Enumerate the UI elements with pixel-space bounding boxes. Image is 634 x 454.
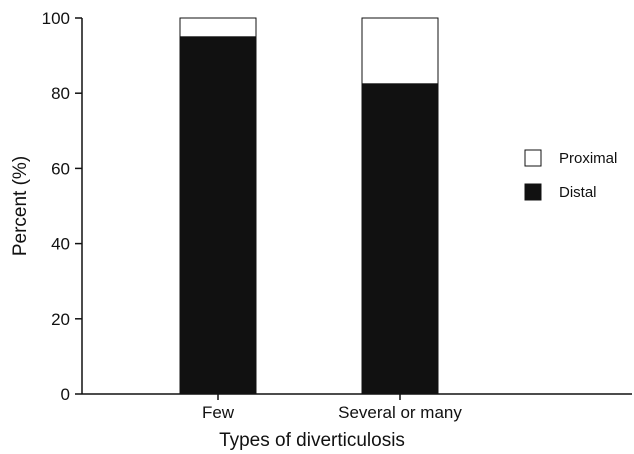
y-tick-label: 60 [51,159,70,178]
x-axis-title: Types of diverticulosis [219,430,405,451]
bar-distal-segment [179,36,257,395]
y-tick-label: 0 [61,385,70,404]
legend-swatch-distal [524,183,542,201]
legend-label-proximal: Proximal [559,150,617,167]
bar-proximal-segment [179,17,257,38]
y-axis-title: Percent (%) [10,156,31,256]
y-tick-label: 40 [51,235,70,254]
legend: Proximal Distal [524,149,617,201]
bar-proximal-segment [361,17,439,85]
y-ticks: 0 20 40 60 80 100 [42,9,82,404]
y-tick-label: 80 [51,84,70,103]
legend-swatch-proximal [524,149,542,167]
bar-distal-segment [361,83,439,395]
bars [179,17,439,395]
y-tick-label: 20 [51,310,70,329]
x-tick-label: Several or many [338,403,462,422]
y-tick-label: 100 [42,9,70,28]
axes [81,18,632,395]
x-tick-labels: Few Several or many [202,394,462,422]
legend-label-distal: Distal [559,184,597,201]
x-tick-label: Few [202,403,235,422]
